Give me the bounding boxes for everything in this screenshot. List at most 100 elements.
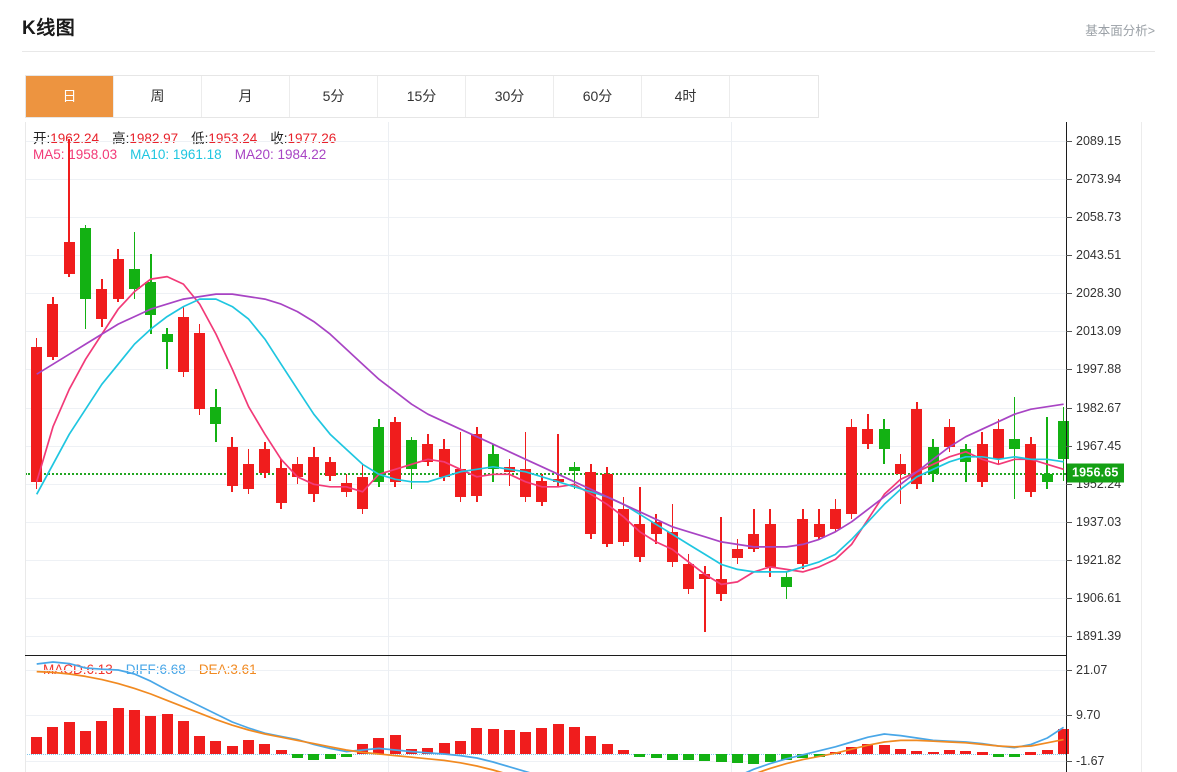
macd-histogram-bar [438, 742, 450, 754]
period-tabs[interactable]: 日周月 5分 15分 30分 60分 4时 [25, 75, 819, 118]
tab-5分[interactable]: 5分 [290, 76, 378, 117]
candle-body [520, 469, 532, 497]
macd-histogram-bar [552, 723, 564, 754]
candle-body [454, 469, 466, 497]
candle-wick [524, 431, 527, 502]
tab-4时[interactable]: 4时 [642, 76, 730, 117]
price-axis-label: 2028.30 [1076, 286, 1122, 301]
low-label: 低: [191, 131, 209, 146]
price-axis-label: 1937.03 [1076, 514, 1122, 529]
price-gridline [25, 407, 1066, 409]
ma20-label: MA20: [234, 147, 274, 162]
dea-value: 3.61 [230, 662, 257, 677]
candle-body [357, 476, 369, 510]
price-axis-tick [1066, 141, 1072, 143]
candle-body [748, 534, 760, 550]
candle-body [569, 466, 581, 471]
macd-axis-label: -1.67 [1076, 753, 1105, 768]
price-axis-label: 2073.94 [1076, 172, 1122, 187]
candle-body [862, 429, 874, 445]
candle-body [992, 429, 1004, 460]
candle-body [243, 464, 255, 490]
macd-histogram-bar [683, 754, 695, 761]
macd-histogram-bar [715, 754, 727, 762]
macd-histogram-bar [308, 754, 320, 761]
macd-axis-tick [1066, 715, 1072, 717]
macd-histogram-bar [911, 750, 923, 754]
macd-histogram-bar [666, 754, 678, 760]
macd-histogram-bar [324, 754, 336, 759]
ma20-value: 1984.22 [277, 147, 327, 162]
tab-周[interactable]: 周 [114, 76, 202, 117]
candle-body [145, 281, 157, 316]
candle-body [389, 421, 401, 482]
diff-line [36, 661, 1065, 772]
chart-right-border [1141, 122, 1142, 772]
price-axis-label: 1997.88 [1076, 362, 1122, 377]
macd-histogram-bar [47, 726, 59, 754]
macd-histogram-bar [797, 754, 809, 758]
candle-body [177, 316, 189, 372]
candle-body [634, 524, 646, 557]
candle-body [911, 409, 923, 485]
high-value: 1982.97 [129, 131, 179, 146]
candle-body [422, 444, 434, 462]
candle-wick [704, 565, 706, 632]
candle-body [976, 444, 988, 482]
candle-body [895, 464, 907, 475]
macd-histogram-bar [145, 715, 157, 754]
price-gridline [25, 445, 1066, 447]
tab-月[interactable]: 月 [202, 76, 290, 117]
candle-body [226, 446, 238, 486]
candle-body [438, 449, 450, 477]
price-gridline [25, 597, 1066, 599]
candle-body [601, 474, 613, 545]
candle-body [128, 269, 140, 290]
macd-histogram-bar [1041, 750, 1053, 754]
price-axis-label: 1906.61 [1076, 590, 1122, 605]
macd-histogram-bar [976, 752, 988, 755]
macd-histogram-bar [1058, 729, 1070, 754]
macd-histogram-bar [780, 754, 792, 761]
price-chart-panel[interactable]: 开:1962.24 高:1982.97 低:1953.24 收:1977.26 MA5… [25, 122, 1070, 655]
candle-body [373, 426, 385, 482]
tab-日[interactable]: 日 [26, 76, 114, 117]
macd-histogram-bar [96, 721, 108, 754]
price-gridline [25, 255, 1066, 257]
candle-body [112, 259, 124, 300]
price-axis-tick [1066, 521, 1072, 523]
candle-body [210, 406, 222, 425]
candle-body [666, 531, 678, 562]
macd-histogram-bar [503, 730, 515, 754]
candle-body [324, 461, 336, 476]
candle-body [617, 509, 629, 542]
macd-histogram-bar [569, 726, 581, 754]
candle-wick [133, 231, 136, 300]
price-gridline [25, 331, 1066, 333]
price-axis-label: 2058.73 [1076, 210, 1122, 225]
tab-15分[interactable]: 15分 [378, 76, 466, 117]
macd-histogram-bar [454, 741, 466, 754]
macd-axis-tick [1066, 669, 1072, 671]
macd-histogram-bar [943, 750, 955, 754]
macd-axis-label: 21.07 [1076, 662, 1108, 677]
close-value: 1977.26 [287, 131, 337, 146]
tab-60分[interactable]: 60分 [554, 76, 642, 117]
fundamental-analysis-link[interactable]: 基本面分析> [1085, 24, 1155, 38]
candle-body [683, 564, 695, 590]
open-value: 1962.24 [50, 131, 100, 146]
macd-histogram-bar [31, 737, 43, 754]
ohlc-legend: 开:1962.24 高:1982.97 低:1953.24 收:1977.26 [33, 127, 336, 147]
macd-histogram-bar [764, 754, 776, 762]
macd-histogram-bar [878, 745, 890, 754]
macd-histogram-bar [601, 744, 613, 754]
macd-chart-panel[interactable]: MACD:6.13 DIFF:6.68 DEA:3.61 [25, 656, 1070, 772]
close-label: 收: [270, 131, 288, 146]
price-axis-label: 1967.45 [1076, 438, 1122, 453]
candle-body [585, 471, 597, 535]
tab-30分[interactable]: 30分 [466, 76, 554, 117]
macd-histogram-bar [275, 750, 287, 754]
ma5-value: 1958.03 [68, 147, 118, 162]
price-vertical-gridline [388, 122, 389, 655]
macd-zero-line [25, 754, 1066, 755]
